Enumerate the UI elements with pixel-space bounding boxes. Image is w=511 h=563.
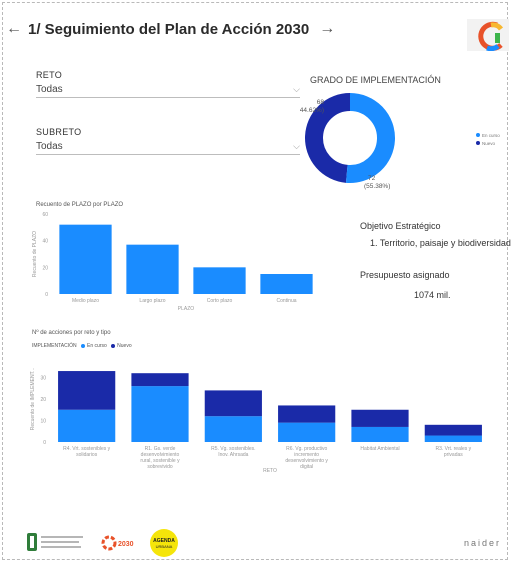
bar-segment-nuevo[interactable] bbox=[204, 390, 262, 417]
x-tick-label: R5. Vg. sostenibles. Inov. Ahrsada bbox=[211, 446, 255, 458]
reto-slicer[interactable]: RETO Todas ⌵ bbox=[36, 70, 300, 98]
legend-title: IMPLEMENTACIÓN bbox=[32, 343, 77, 349]
donut-label-value: 72 bbox=[368, 175, 376, 182]
donut-label-percent: (44.62%) bbox=[300, 107, 324, 114]
acciones-chart-title: Nº de acciones por reto y tipo bbox=[32, 330, 111, 336]
legend-dot-nuevo bbox=[111, 343, 116, 348]
y-tick-label: 0 bbox=[43, 440, 46, 446]
presupuesto-label: Presupuesto asignado bbox=[360, 270, 450, 280]
bar[interactable] bbox=[260, 274, 313, 294]
objetivo-label: Objetivo Estratégico bbox=[360, 221, 441, 231]
svg-text:AGENDA: AGENDA bbox=[153, 538, 175, 544]
reto-dropdown[interactable]: Todas ⌵ bbox=[36, 82, 300, 98]
donut-legend-dot bbox=[476, 141, 480, 145]
bar-segment-en-curso[interactable] bbox=[278, 422, 336, 442]
bar-segment-en-curso[interactable] bbox=[204, 416, 262, 442]
x-tick-label: Corto plazo bbox=[207, 298, 233, 304]
plazo-bar-chart[interactable]: 0 20 40 60 Recuento de PLAZO Medio plazo Largo… bbox=[30, 210, 330, 314]
y-axis-label: Recuento de PLAZO bbox=[32, 231, 38, 277]
donut-title: GRADO DE IMPLEMENTACIÓN bbox=[310, 75, 441, 85]
bar[interactable] bbox=[126, 244, 179, 294]
page-header: ← 1/ Seguimiento del Plan de Acción 2030… bbox=[6, 20, 335, 38]
chevron-down-icon[interactable]: ⌵ bbox=[293, 141, 300, 151]
naider-brand: naider bbox=[464, 538, 502, 548]
x-axis-label: RETO bbox=[263, 468, 277, 474]
donut-legend-label: En curso bbox=[482, 133, 500, 138]
presupuesto-value: 1074 mil. bbox=[414, 290, 451, 300]
ayuntamiento-logo-icon bbox=[27, 533, 83, 551]
bar-segment-en-curso[interactable] bbox=[58, 409, 116, 442]
legend-en-curso: En curso bbox=[87, 343, 107, 349]
bar-segment-en-curso[interactable] bbox=[131, 386, 189, 442]
y-tick-label: 20 bbox=[42, 265, 48, 271]
agenda-2030-logo-icon: 2030 bbox=[101, 535, 134, 551]
donut-label-percent: (55.38%) bbox=[364, 183, 390, 190]
donut-label-value: 68 bbox=[317, 99, 325, 106]
page-title: 1/ Seguimiento del Plan de Acción 2030 bbox=[28, 20, 310, 38]
objetivo-value: 1. Territorio, paisaje y biodiversidad bbox=[370, 238, 511, 248]
y-tick-label: 0 bbox=[45, 292, 48, 298]
x-tick-label: Habitat Ambiental bbox=[360, 446, 399, 452]
bar[interactable] bbox=[193, 267, 246, 294]
x-tick-label: Medio plazo bbox=[72, 298, 99, 304]
acciones-stacked-bar-chart[interactable]: 0 10 20 30 Recuento de IMPLEMENT... R4. Vrt. … bbox=[28, 352, 498, 482]
subreto-slicer[interactable]: SUBRETO Todas ⌵ bbox=[36, 127, 300, 155]
bar-segment-nuevo[interactable] bbox=[278, 405, 336, 423]
y-tick-label: 20 bbox=[40, 397, 46, 403]
x-tick-label: R6. Vg. productivo incremento desenvolvimi… bbox=[285, 446, 328, 470]
bar-segment-en-curso[interactable] bbox=[351, 426, 409, 442]
bar-segment-nuevo[interactable] bbox=[351, 409, 409, 427]
x-tick-label: Continua bbox=[276, 298, 296, 304]
donut-legend-label: Nuevo bbox=[482, 141, 496, 146]
bar-segment-en-curso[interactable] bbox=[424, 435, 482, 442]
y-tick-label: 10 bbox=[40, 419, 46, 425]
subreto-dropdown[interactable]: Todas ⌵ bbox=[36, 139, 300, 155]
y-tick-label: 60 bbox=[42, 212, 48, 218]
bar-segment-nuevo[interactable] bbox=[58, 371, 116, 410]
footer-logos: 2030 AGENDA URBANA bbox=[27, 528, 179, 558]
legend-dot-en-curso bbox=[81, 343, 86, 348]
reto-value: Todas bbox=[36, 84, 63, 95]
agenda-logo-icon bbox=[467, 19, 509, 51]
svg-text:URBANA: URBANA bbox=[156, 544, 173, 549]
subreto-value: Todas bbox=[36, 141, 63, 152]
y-tick-label: 40 bbox=[42, 239, 48, 245]
x-axis-label: PLAZO bbox=[178, 306, 195, 312]
reto-label: RETO bbox=[36, 70, 63, 80]
x-tick-label: Largo plazo bbox=[139, 298, 165, 304]
back-arrow-icon[interactable]: ← bbox=[6, 20, 22, 37]
subreto-label: SUBRETO bbox=[36, 127, 82, 137]
x-tick-label: R1. Gs. verde desenvolvimiento rural, sost… bbox=[140, 446, 180, 470]
donut-chart[interactable]: 68(44.62%) 72(55.38%) En curso Nuevo bbox=[300, 88, 508, 198]
bar-segment-nuevo[interactable] bbox=[131, 373, 189, 387]
agenda-urbana-logo-icon: AGENDA URBANA bbox=[150, 529, 178, 557]
legend-nuevo: Nuevo bbox=[117, 343, 132, 349]
plazo-chart-title: Recuento de PLAZO por PLAZO bbox=[36, 202, 124, 208]
chevron-down-icon[interactable]: ⌵ bbox=[293, 84, 300, 94]
svg-text:2030: 2030 bbox=[118, 541, 134, 548]
x-tick-label: R3. Vrt. reales y privadas bbox=[435, 446, 471, 458]
x-tick-label: R4. Vrt. sostenibles y solidarios bbox=[63, 446, 111, 458]
forward-arrow-icon[interactable]: → bbox=[319, 20, 336, 37]
y-axis-label: Recuento de IMPLEMENT... bbox=[30, 368, 36, 431]
y-tick-label: 30 bbox=[40, 376, 46, 382]
donut-slice-en-curso[interactable] bbox=[345, 93, 395, 183]
bar[interactable] bbox=[59, 224, 112, 294]
acciones-legend: IMPLEMENTACIÓN En curso Nuevo bbox=[32, 343, 132, 349]
bar-segment-nuevo[interactable] bbox=[424, 424, 482, 436]
donut-slice-nuevo[interactable] bbox=[305, 93, 351, 183]
donut-legend-dot bbox=[476, 133, 480, 137]
